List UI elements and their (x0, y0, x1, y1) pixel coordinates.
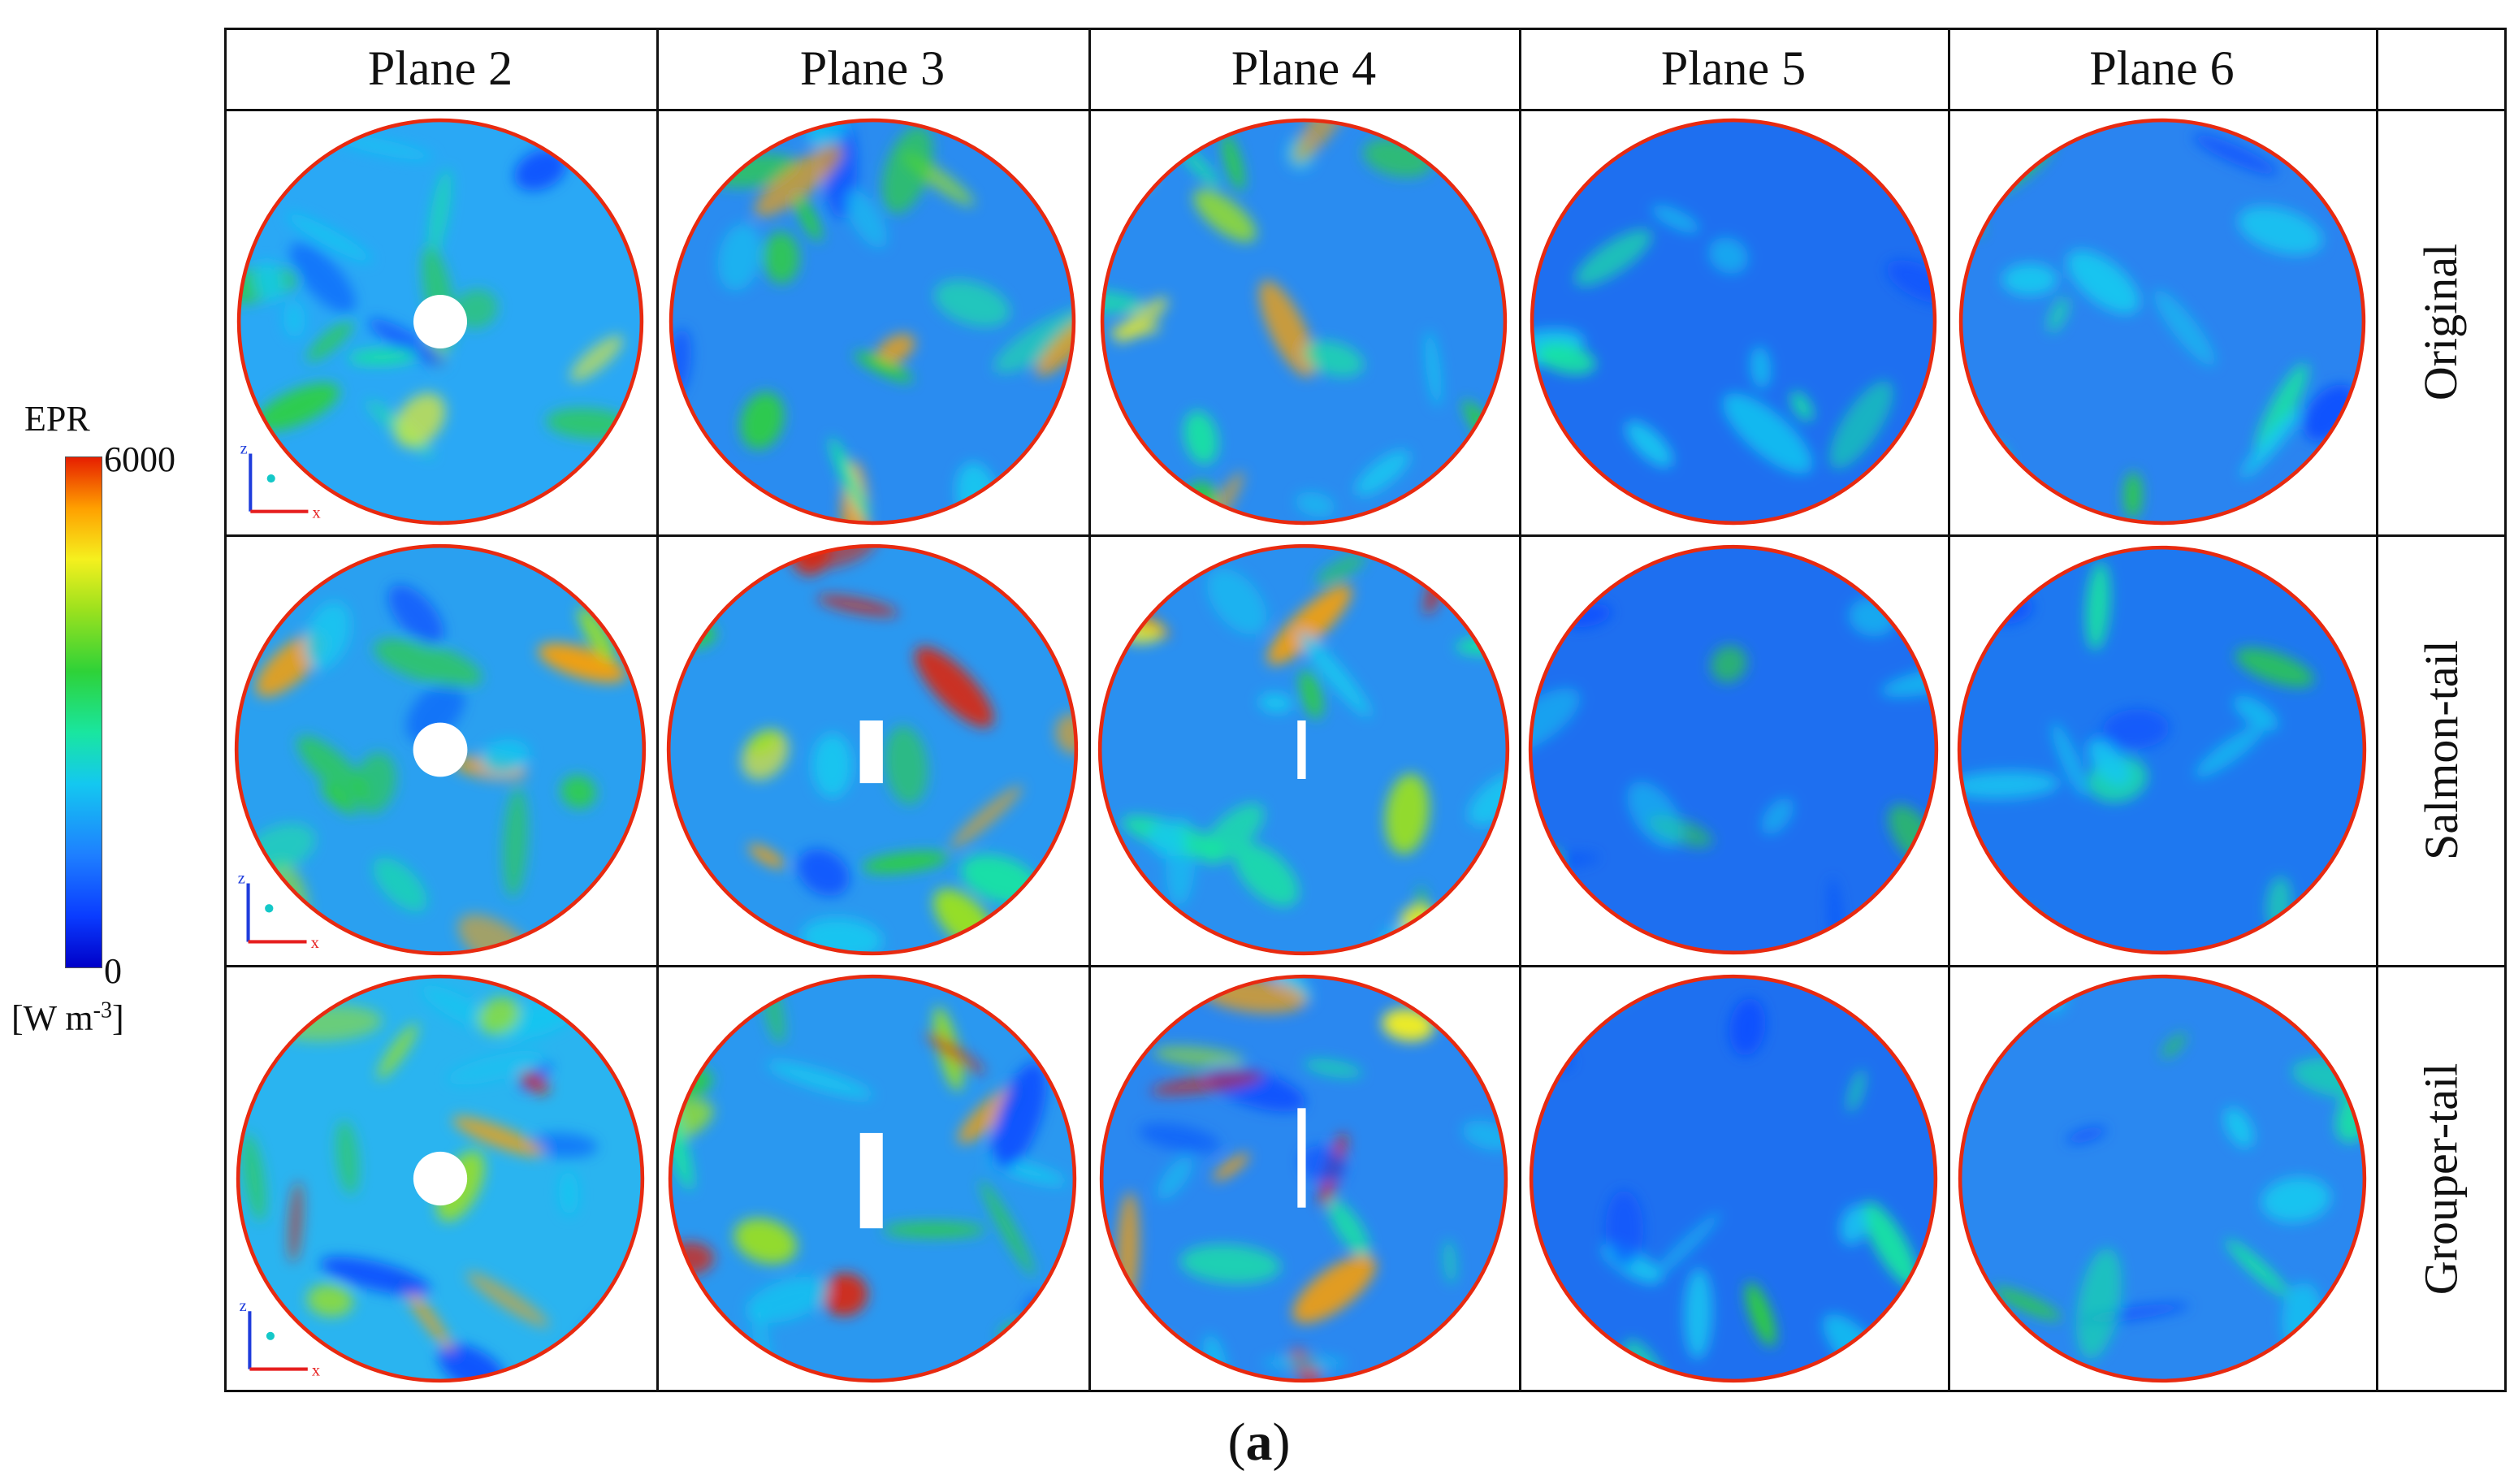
row-divider-2 (224, 965, 2507, 967)
contour-disc-svg: zx (236, 974, 645, 1383)
row-divider-1 (224, 534, 2507, 537)
col-divider-5 (2376, 28, 2378, 1392)
col-divider-1 (656, 28, 659, 1392)
legend-unit-suffix: ] (111, 998, 124, 1038)
contour-plot-3-3 (1097, 971, 1511, 1386)
contour-plot-1-3 (1097, 115, 1510, 528)
contour-plot-1-5 (1956, 115, 2369, 528)
contour-disc-svg: zx (236, 118, 644, 526)
contour-plot-1-2 (666, 115, 1079, 528)
figure-grid (224, 28, 2507, 1392)
contour-disc-svg (1530, 118, 1937, 526)
caption-open: ( (1227, 1413, 1246, 1472)
contour-disc-svg (1100, 118, 1508, 526)
contour-disc-svg (1099, 974, 1508, 1383)
caption-letter: a (1245, 1413, 1273, 1472)
contour-plot-2-4 (1525, 542, 1941, 958)
contour-disc-svg: zx (234, 543, 647, 956)
contour-disc-svg (666, 543, 1079, 956)
legend-min-label: 0 (104, 951, 122, 991)
axis-x-label: x (313, 504, 321, 521)
contour-disc-svg (1957, 545, 2367, 954)
axis-z-label: z (240, 440, 248, 458)
row-label-grouper-tail: Grouper-tail (2376, 965, 2506, 1392)
contour-plot-3-4 (1526, 971, 1941, 1386)
legend-max-label: 6000 (104, 439, 175, 479)
contour-disc-svg (669, 118, 1076, 526)
colorbar-gradient (65, 456, 102, 968)
row-label-original: Original (2376, 109, 2506, 534)
contour-disc-svg (1958, 974, 2366, 1383)
axis-triad: zx (240, 1297, 320, 1379)
axis-triad: zx (238, 869, 320, 952)
contour-disc-svg (1528, 544, 1939, 955)
row-label-salmon-tail-text: Salmon-tail (2414, 639, 2468, 860)
contour-plot-3-5 (1955, 971, 2369, 1386)
row-label-salmon-tail: Salmon-tail (2376, 534, 2506, 965)
axis-triad: zx (240, 440, 321, 522)
legend-title: EPR (24, 399, 90, 439)
header-divider (224, 109, 2507, 111)
figure-caption: (a) (1178, 1412, 1340, 1473)
legend-unit-prefix: [W m (11, 998, 93, 1038)
contour-plot-2-5 (1954, 543, 2369, 958)
contour-disc-svg (1529, 974, 1938, 1383)
contour-disc-svg (668, 974, 1077, 1383)
axis-x-label: x (311, 934, 320, 952)
legend-unit-sup: -3 (93, 997, 112, 1023)
caption-close: ) (1272, 1413, 1291, 1472)
contour-plot-1-4 (1527, 115, 1940, 528)
column-header-plane-2: Plane 2 (367, 41, 513, 95)
col-divider-4 (1948, 28, 1950, 1392)
column-header-plane-5: Plane 5 (1660, 41, 1807, 95)
legend-unit: [W m-3] (11, 997, 124, 1039)
axis-x-label: x (312, 1361, 320, 1379)
contour-plot-3-2 (665, 971, 1080, 1386)
contour-plot-2-3 (1095, 541, 1512, 958)
column-header-plane-6: Plane 6 (2089, 41, 2235, 95)
col-divider-3 (1519, 28, 1521, 1392)
contour-plot-2-2 (664, 541, 1081, 958)
contour-disc-svg (1958, 118, 2365, 526)
col-divider-2 (1088, 28, 1091, 1392)
row-label-original-text: Original (2414, 243, 2468, 400)
colorbar-legend: EPR 6000 0 [W m-3] (0, 390, 195, 1038)
contour-disc-svg (1097, 543, 1510, 956)
axis-z-label: z (240, 1297, 247, 1315)
row-label-grouper-tail-text: Grouper-tail (2414, 1062, 2468, 1295)
axis-z-label: z (238, 869, 245, 887)
column-header-plane-3: Plane 3 (799, 41, 945, 95)
column-header-plane-4: Plane 4 (1231, 41, 1377, 95)
